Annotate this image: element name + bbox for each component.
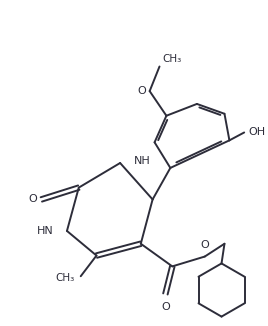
Text: CH₃: CH₃ <box>55 273 75 283</box>
Text: CH₃: CH₃ <box>162 53 182 64</box>
Text: O: O <box>161 302 170 312</box>
Text: NH: NH <box>134 156 151 166</box>
Text: O: O <box>200 240 209 250</box>
Text: HN: HN <box>36 226 53 236</box>
Text: O: O <box>29 194 38 204</box>
Text: OH: OH <box>248 127 265 138</box>
Text: O: O <box>137 86 146 96</box>
